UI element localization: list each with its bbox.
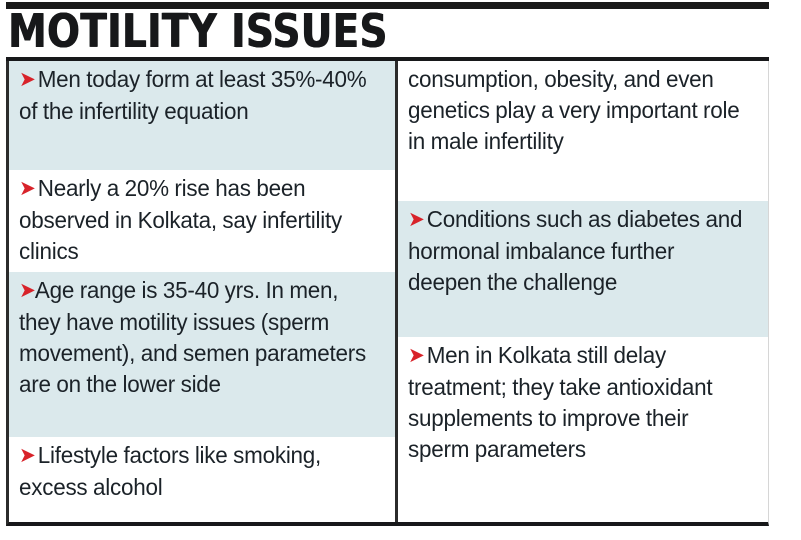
arrow-bullet-icon: ➤ [408,208,425,231]
left-column: ➤ Men today form at least 35%-40% of the … [9,61,399,522]
title-zone: MOTILITY ISSUES [6,9,769,56]
bullet-item: ➤ Conditions such as diabetes and hormona… [398,201,768,337]
bullet-item: ➤ Lifestyle factors like smoking, excess … [9,437,396,522]
title-underline-rule [6,57,769,61]
top-rule-bar [6,2,769,9]
bullet-item-text: Men in Kolkata still delay treatment; th… [408,342,713,462]
bullet-item: ➤Age range is 35-40 yrs. In men, they ha… [9,272,396,437]
arrow-bullet-icon: ➤ [408,344,425,367]
page-title: MOTILITY ISSUES [8,9,388,56]
bullet-item-text: Men today form at least 35%-40% of the i… [19,66,367,124]
right-column: consumption, obesity, and even genetics … [398,61,768,522]
body-frame: ➤ Men today form at least 35%-40% of the … [6,61,769,526]
bullet-item: ➤ Men in Kolkata still delay treatment; t… [398,337,768,518]
bullet-item-text: Conditions such as diabetes and hormonal… [408,206,743,295]
arrow-bullet-icon: ➤ [19,444,36,467]
arrow-bullet-icon: ➤ [19,68,36,91]
bullet-item: ➤ Men today form at least 35%-40% of the … [9,61,396,170]
bullet-item-text: consumption, obesity, and even genetics … [408,66,741,154]
bullet-item-text: Age range is 35-40 yrs. In men, they hav… [19,277,366,397]
bullet-item: ➤ Nearly a 20% rise has been observed in … [9,170,396,272]
arrow-bullet-icon: ➤ [19,177,36,200]
arrow-bullet-icon: ➤ [19,279,36,302]
bullet-item-text: Lifestyle factors like smoking, excess a… [19,442,322,500]
bullet-item-text: Nearly a 20% rise has been observed in K… [19,175,342,264]
bullet-item-continuation: consumption, obesity, and even genetics … [398,61,768,201]
